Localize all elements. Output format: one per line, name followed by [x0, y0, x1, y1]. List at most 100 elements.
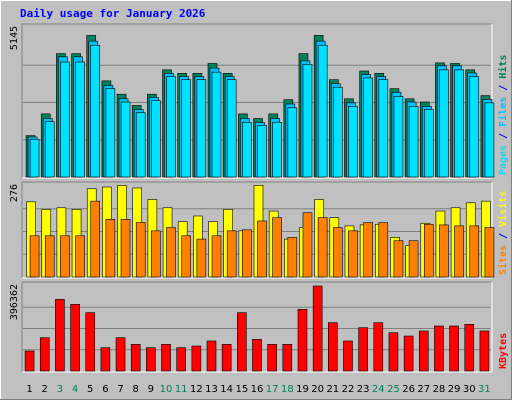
- sites-bar: [363, 222, 373, 278]
- day-tick-label: 12: [190, 384, 203, 395]
- sites-bar: [211, 235, 222, 278]
- day-tick-label: 16: [251, 384, 264, 395]
- day-axis: 1 2 3 4 5 6 7 8 9 10 11 12 13 14 15 16 17 18 19 20 21 22 23 24 2…: [26, 384, 490, 395]
- kbytes-bar: [388, 332, 399, 372]
- sites-bar: [105, 219, 116, 278]
- sites-bar: [135, 222, 146, 278]
- kbytes-bar: [434, 325, 444, 372]
- pages-bar: [120, 101, 131, 178]
- kbytes-bar: [39, 337, 50, 372]
- sites-bar: [272, 217, 282, 278]
- sites-bar: [333, 227, 343, 278]
- day-tick-label: 26: [402, 384, 415, 395]
- legend-part: Visits: [497, 191, 509, 227]
- day-tick-label: 25: [387, 384, 400, 395]
- day-tick-label: 13: [205, 384, 218, 395]
- pages-bar: [348, 106, 358, 178]
- legend-part: Files: [497, 97, 509, 127]
- pages-bar: [257, 125, 267, 178]
- series-legend-label: Pages / Files / Hits: [497, 55, 509, 175]
- kbytes-bar: [418, 330, 429, 372]
- series-legend-label: Sites / Visits: [497, 191, 509, 275]
- kbytes-bar: [403, 335, 414, 372]
- visits_sites-panel: 276 Sites / Visits: [9, 181, 509, 279]
- chart-title: Daily usage for January 2026: [20, 7, 206, 20]
- sites-bar: [151, 230, 161, 278]
- pages-bar: [317, 44, 328, 178]
- sites-bar: [439, 224, 449, 278]
- legend-part: /: [498, 227, 509, 245]
- sites-bar: [75, 235, 85, 278]
- sites-bar: [393, 240, 404, 278]
- sites-bar: [166, 227, 176, 278]
- sites-bar: [60, 235, 70, 278]
- day-tick-label: 17: [266, 384, 279, 395]
- pages-bar: [287, 107, 298, 178]
- kbytes-bar: [252, 339, 262, 372]
- kbytes-bar: [282, 344, 293, 372]
- sites-bar: [469, 225, 480, 278]
- pages-bar: [60, 61, 70, 178]
- kbytes-bar: [70, 304, 80, 372]
- day-tick-label: 23: [357, 384, 370, 395]
- legend-part: KBytes: [498, 333, 509, 369]
- day-tick-label: 7: [117, 384, 123, 395]
- pages-bar: [242, 121, 252, 178]
- sites-bar: [181, 235, 191, 278]
- day-tick-label: 19: [296, 384, 309, 395]
- pages-bar: [469, 76, 480, 178]
- legend-part: /: [498, 127, 509, 145]
- kbytes-bar: [237, 312, 247, 372]
- sites-bar: [29, 235, 40, 278]
- day-tick-label: 27: [417, 384, 430, 395]
- kbytes-bar: [373, 322, 384, 372]
- kbytes-bar: [343, 340, 353, 372]
- sites-bar: [302, 212, 313, 278]
- day-tick-label: 9: [148, 384, 154, 395]
- pages-bar: [151, 100, 161, 178]
- kbytes-bar: [221, 344, 232, 372]
- kbytes-bar: [297, 309, 308, 372]
- kbytes-bar: [328, 322, 338, 372]
- kbytes-bar: [146, 347, 156, 372]
- pages-bar: [439, 69, 449, 178]
- pages-bar: [75, 61, 85, 178]
- kbytes-bar: [479, 330, 490, 372]
- pages-bar: [196, 79, 207, 178]
- pages-bar: [484, 102, 495, 178]
- day-tick-label: 5: [87, 384, 93, 395]
- legend-part: Sites: [497, 245, 509, 275]
- day-tick-label: 6: [102, 384, 108, 395]
- pages-bar: [333, 86, 343, 178]
- day-tick-label: 3: [57, 384, 63, 395]
- legend-part: /: [498, 79, 509, 97]
- kbytes-bar: [206, 340, 217, 372]
- pages-bar: [302, 64, 313, 178]
- day-tick-label: 18: [281, 384, 294, 395]
- legend-part: Pages: [498, 145, 509, 175]
- sites-bar: [196, 238, 207, 278]
- sites-bar: [408, 240, 419, 278]
- kbytes-bar: [130, 344, 141, 372]
- pages-bar: [378, 79, 389, 178]
- pages-bar: [90, 44, 101, 178]
- kbytes-panel: 396362 KBytes: [9, 281, 509, 373]
- pages-bar: [272, 121, 282, 178]
- kbytes-bar: [449, 325, 459, 372]
- kbytes-bar: [24, 350, 35, 372]
- day-tick-label: 1: [26, 384, 32, 395]
- day-tick-label: 20: [311, 384, 324, 395]
- day-tick-label: 21: [326, 384, 339, 395]
- sites-bar: [226, 230, 237, 278]
- sites-bar: [348, 230, 358, 278]
- sites-bar: [44, 235, 55, 278]
- kbytes-bar: [115, 337, 126, 372]
- day-tick-label: 11: [175, 384, 188, 395]
- sites-bar: [454, 225, 464, 278]
- sites-bar: [90, 200, 101, 278]
- kbytes-bar: [464, 324, 475, 372]
- kbytes-bar: [176, 347, 186, 372]
- kbytes-bar: [55, 299, 65, 372]
- kbytes-bar: [85, 312, 96, 372]
